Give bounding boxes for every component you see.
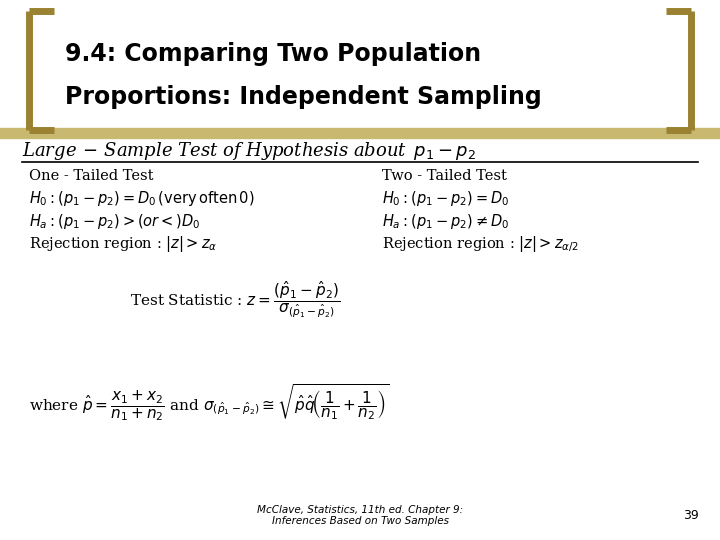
Text: $H_0:(p_1-p_2)=D_0$: $H_0:(p_1-p_2)=D_0$ <box>382 189 509 208</box>
Text: One - Tailed Test: One - Tailed Test <box>29 168 153 183</box>
Text: 9.4: Comparing Two Population: 9.4: Comparing Two Population <box>65 42 481 66</box>
Text: $H_a:(p_1-p_2)\neq D_0$: $H_a:(p_1-p_2)\neq D_0$ <box>382 212 509 231</box>
Text: McClave, Statistics, 11th ed. Chapter 9:
Inferences Based on Two Samples: McClave, Statistics, 11th ed. Chapter 9:… <box>257 505 463 526</box>
Text: where $\hat{p} = \dfrac{x_1+x_2}{n_1+n_2}$ and $\sigma_{(\hat{p}_1-\hat{p}_2)}\c: where $\hat{p} = \dfrac{x_1+x_2}{n_1+n_2… <box>29 382 390 423</box>
Text: 39: 39 <box>683 509 698 522</box>
Bar <box>0 128 720 138</box>
Text: Large$\,-\,$Sample Test of Hypothesis about $\,p_1 - p_2$: Large$\,-\,$Sample Test of Hypothesis ab… <box>22 140 476 162</box>
Text: $H_a:(p_1-p_2)>(or<)D_0$: $H_a:(p_1-p_2)>(or<)D_0$ <box>29 212 200 231</box>
Text: Rejection region : $|z|>z_\alpha$: Rejection region : $|z|>z_\alpha$ <box>29 234 217 254</box>
Text: $H_0:(p_1-p_2)=D_0\,\mathrm{(very\,often\,0)}$: $H_0:(p_1-p_2)=D_0\,\mathrm{(very\,often… <box>29 189 254 208</box>
Text: Test Statistic : $z = \dfrac{(\hat{p}_1 - \hat{p}_2)}{\sigma_{(\hat{p}_1 - \hat{: Test Statistic : $z = \dfrac{(\hat{p}_1 … <box>130 280 340 320</box>
Text: Rejection region : $|z|>z_{\alpha/2}$: Rejection region : $|z|>z_{\alpha/2}$ <box>382 234 579 254</box>
Text: Two - Tailed Test: Two - Tailed Test <box>382 168 506 183</box>
Text: Proportions: Independent Sampling: Proportions: Independent Sampling <box>65 85 541 109</box>
